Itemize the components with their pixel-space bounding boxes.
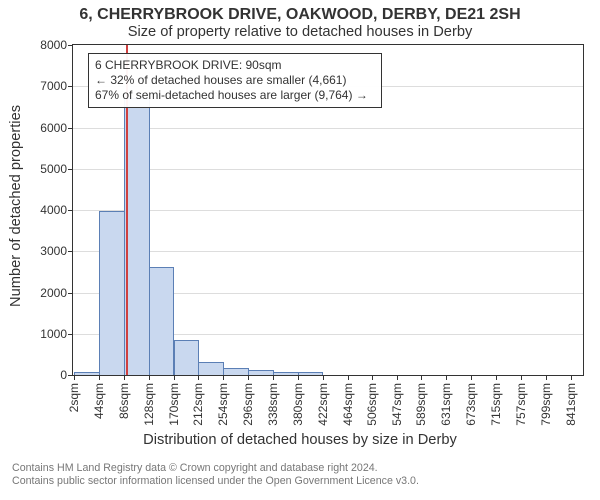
x-tick-label: 841sqm (564, 383, 578, 426)
y-tick-label: 4000 (40, 203, 67, 217)
x-tick (521, 375, 522, 380)
x-tick-label: 380sqm (291, 383, 305, 426)
x-tick-label: 589sqm (414, 383, 428, 426)
x-tick (99, 375, 100, 380)
y-tick (68, 45, 73, 46)
y-tick (68, 210, 73, 211)
annotation-line1: 6 CHERRYBROOK DRIVE: 90sqm (95, 58, 375, 73)
y-tick-label: 7000 (40, 79, 67, 93)
y-tick-label: 5000 (40, 162, 67, 176)
x-tick (273, 375, 274, 380)
x-tick-label: 170sqm (167, 383, 181, 426)
x-tick (496, 375, 497, 380)
x-tick (397, 375, 398, 380)
chart-plot-area: 0100020003000400050006000700080002sqm44s… (72, 44, 584, 376)
y-tick-label: 6000 (40, 121, 67, 135)
x-tick (198, 375, 199, 380)
y-tick (68, 375, 73, 376)
x-axis-label: Distribution of detached houses by size … (0, 432, 600, 448)
x-tick (174, 375, 175, 380)
histogram-bar (174, 340, 200, 375)
x-tick (298, 375, 299, 380)
y-tick-label: 8000 (40, 38, 67, 52)
x-tick-label: 296sqm (241, 383, 255, 426)
x-tick-label: 44sqm (92, 383, 106, 419)
x-tick (571, 375, 572, 380)
y-tick-label: 3000 (40, 244, 67, 258)
y-tick (68, 86, 73, 87)
x-tick-label: 547sqm (390, 383, 404, 426)
histogram-bar (248, 370, 274, 375)
x-tick (446, 375, 447, 380)
x-tick-label: 338sqm (266, 383, 280, 426)
y-tick-label: 1000 (40, 327, 67, 341)
x-tick-label: 673sqm (464, 383, 478, 426)
y-tick-label: 0 (60, 368, 67, 382)
property-annotation-box: 6 CHERRYBROOK DRIVE: 90sqm ← 32% of deta… (88, 53, 382, 108)
x-tick (149, 375, 150, 380)
x-tick (223, 375, 224, 380)
annotation-line2: ← 32% of detached houses are smaller (4,… (95, 73, 375, 88)
histogram-bar (198, 362, 224, 375)
x-tick-label: 422sqm (316, 383, 330, 426)
x-tick-label: 212sqm (191, 383, 205, 426)
x-tick-label: 86sqm (117, 383, 131, 419)
y-tick (68, 293, 73, 294)
x-tick-label: 128sqm (142, 383, 156, 426)
x-tick-label: 715sqm (489, 383, 503, 426)
x-tick (248, 375, 249, 380)
x-tick (323, 375, 324, 380)
chart-title-line2: Size of property relative to detached ho… (0, 24, 600, 40)
histogram-bar (298, 372, 324, 375)
x-tick-label: 757sqm (514, 383, 528, 426)
y-tick (68, 169, 73, 170)
chart-footer: Contains HM Land Registry data © Crown c… (12, 462, 419, 489)
footer-line2: Contains public sector information licen… (12, 475, 419, 488)
y-tick (68, 128, 73, 129)
x-tick-label: 799sqm (539, 383, 553, 426)
x-tick (471, 375, 472, 380)
y-tick (68, 251, 73, 252)
x-tick (74, 375, 75, 380)
x-tick (124, 375, 125, 380)
histogram-bar (74, 372, 100, 375)
y-tick (68, 334, 73, 335)
x-tick (421, 375, 422, 380)
histogram-bar (99, 211, 125, 375)
x-tick-label: 506sqm (365, 383, 379, 426)
annotation-line3: 67% of semi-detached houses are larger (… (95, 88, 375, 103)
footer-line1: Contains HM Land Registry data © Crown c… (12, 462, 419, 475)
histogram-bar (149, 267, 175, 375)
x-tick (546, 375, 547, 380)
x-tick-label: 2sqm (67, 383, 81, 412)
x-tick-label: 631sqm (439, 383, 453, 426)
x-tick (348, 375, 349, 380)
y-tick-label: 2000 (40, 286, 67, 300)
x-tick (372, 375, 373, 380)
histogram-bar (273, 372, 299, 375)
y-axis-label: Number of detached properties (8, 105, 24, 307)
histogram-bar (223, 368, 249, 375)
chart-title-line1: 6, CHERRYBROOK DRIVE, OAKWOOD, DERBY, DE… (0, 6, 600, 24)
x-tick-label: 254sqm (216, 383, 230, 426)
x-tick-label: 464sqm (341, 383, 355, 426)
